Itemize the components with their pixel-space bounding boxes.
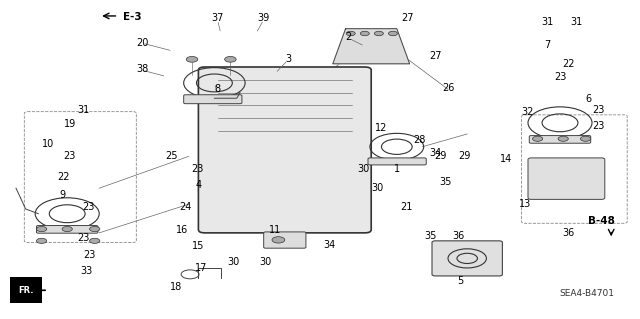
Text: 22: 22 <box>562 59 575 69</box>
Text: 20: 20 <box>136 38 148 48</box>
Text: 21: 21 <box>400 202 413 212</box>
FancyBboxPatch shape <box>529 136 591 143</box>
Circle shape <box>532 136 543 141</box>
Text: 17: 17 <box>195 263 208 273</box>
Circle shape <box>90 226 100 232</box>
Text: 36: 36 <box>452 231 465 241</box>
Text: 24: 24 <box>179 202 192 212</box>
Circle shape <box>62 226 72 232</box>
Text: 33: 33 <box>80 266 93 276</box>
Text: 16: 16 <box>176 225 189 235</box>
Circle shape <box>388 31 397 36</box>
Circle shape <box>558 136 568 141</box>
Text: 25: 25 <box>165 151 178 161</box>
FancyBboxPatch shape <box>368 158 426 165</box>
Text: 34: 34 <box>429 148 442 158</box>
Text: 28: 28 <box>413 135 426 145</box>
FancyBboxPatch shape <box>184 95 242 104</box>
Text: 34: 34 <box>323 240 336 250</box>
Text: 2: 2 <box>346 32 352 42</box>
Circle shape <box>36 238 47 243</box>
Text: 38: 38 <box>136 63 148 74</box>
Text: SEA4-B4701: SEA4-B4701 <box>559 289 614 298</box>
FancyBboxPatch shape <box>36 226 98 233</box>
Circle shape <box>374 31 383 36</box>
Circle shape <box>360 31 369 36</box>
Text: 32: 32 <box>522 107 534 117</box>
Text: 31: 31 <box>570 17 582 27</box>
Text: 5: 5 <box>458 276 464 286</box>
FancyBboxPatch shape <box>264 232 306 248</box>
Text: 8: 8 <box>214 84 221 94</box>
Circle shape <box>272 237 285 243</box>
Circle shape <box>346 31 355 36</box>
Text: 23: 23 <box>77 233 90 243</box>
Circle shape <box>580 136 591 141</box>
FancyBboxPatch shape <box>198 67 371 233</box>
Text: E-3: E-3 <box>123 11 141 22</box>
Text: 19: 19 <box>64 119 77 130</box>
Text: 27: 27 <box>429 51 442 61</box>
Text: 37: 37 <box>211 12 224 23</box>
Circle shape <box>90 238 100 243</box>
Text: 30: 30 <box>227 256 240 267</box>
Text: 23: 23 <box>191 164 204 174</box>
Text: 14: 14 <box>499 154 512 165</box>
Text: 35: 35 <box>439 177 452 187</box>
Text: 18: 18 <box>170 282 182 292</box>
Text: B-48: B-48 <box>588 217 615 226</box>
FancyBboxPatch shape <box>432 241 502 276</box>
Text: 3: 3 <box>285 54 291 64</box>
Text: 23: 23 <box>63 151 76 161</box>
Text: 22: 22 <box>58 172 70 182</box>
Text: 39: 39 <box>257 12 270 23</box>
Text: 4: 4 <box>195 180 202 190</box>
Text: FR.: FR. <box>18 286 33 295</box>
Text: 9: 9 <box>60 189 66 200</box>
Text: 36: 36 <box>562 228 575 238</box>
Circle shape <box>225 56 236 62</box>
Text: 11: 11 <box>269 225 282 235</box>
Text: 23: 23 <box>554 71 566 82</box>
Text: 30: 30 <box>357 164 370 174</box>
Text: 30: 30 <box>371 183 384 193</box>
Text: 6: 6 <box>586 94 592 104</box>
Text: 15: 15 <box>192 241 205 251</box>
Text: 23: 23 <box>592 121 605 131</box>
Text: 7: 7 <box>544 40 550 50</box>
Text: 27: 27 <box>401 12 413 23</box>
Circle shape <box>36 226 47 232</box>
Circle shape <box>186 56 198 62</box>
Text: 13: 13 <box>518 199 531 209</box>
Text: 23: 23 <box>83 250 96 260</box>
Text: 29: 29 <box>434 151 447 161</box>
Text: 35: 35 <box>424 231 436 241</box>
Text: 31: 31 <box>541 17 554 27</box>
Text: 30: 30 <box>259 256 272 267</box>
Text: 23: 23 <box>82 202 95 212</box>
Text: 29: 29 <box>458 151 471 161</box>
Text: 1: 1 <box>394 164 400 174</box>
Text: 10: 10 <box>42 138 54 149</box>
Text: 31: 31 <box>77 105 90 115</box>
Text: 23: 23 <box>592 105 605 115</box>
Text: 12: 12 <box>374 122 387 133</box>
FancyBboxPatch shape <box>528 158 605 199</box>
Text: 26: 26 <box>442 83 454 93</box>
Polygon shape <box>333 29 410 64</box>
